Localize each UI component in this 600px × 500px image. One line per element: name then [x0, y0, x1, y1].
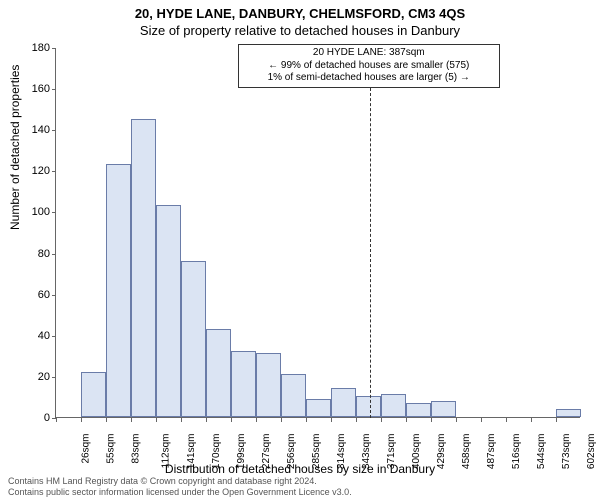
x-tick-mark: [281, 418, 282, 422]
x-tick-mark: [306, 418, 307, 422]
chart-title-sub: Size of property relative to detached ho…: [0, 21, 600, 42]
y-tick-mark: [52, 336, 56, 337]
y-tick-label: 20: [20, 371, 50, 383]
plot-area: 26sqm55sqm83sqm112sqm141sqm170sqm199sqm2…: [55, 48, 580, 418]
y-tick-label: 0: [20, 412, 50, 424]
x-tick-mark: [356, 418, 357, 422]
x-tick-mark: [406, 418, 407, 422]
histogram-bar: [206, 329, 231, 417]
y-tick-label: 180: [20, 42, 50, 54]
histogram-bar: [81, 372, 106, 417]
histogram-bar: [431, 401, 456, 417]
y-tick-mark: [52, 171, 56, 172]
y-tick-label: 120: [20, 165, 50, 177]
x-tick-mark: [56, 418, 57, 422]
y-tick-mark: [52, 295, 56, 296]
footer-attribution: Contains HM Land Registry data © Crown c…: [8, 476, 352, 498]
x-tick-mark: [256, 418, 257, 422]
x-tick-mark: [556, 418, 557, 422]
y-tick-label: 160: [20, 83, 50, 95]
x-tick-mark: [506, 418, 507, 422]
annotation-line-1: 20 HYDE LANE: 387sqm: [243, 47, 495, 60]
y-tick-label: 60: [20, 289, 50, 301]
histogram-bar: [106, 164, 131, 417]
y-tick-label: 100: [20, 206, 50, 218]
annotation-line-3: 1% of semi-detached houses are larger (5…: [243, 72, 495, 85]
x-tick-mark: [206, 418, 207, 422]
x-tick-mark: [231, 418, 232, 422]
chart-area: 26sqm55sqm83sqm112sqm141sqm170sqm199sqm2…: [55, 48, 580, 418]
x-tick-label: 26sqm: [81, 434, 92, 464]
y-tick-mark: [52, 254, 56, 255]
histogram-bar: [256, 353, 281, 417]
histogram-bar: [306, 399, 331, 418]
y-tick-mark: [52, 89, 56, 90]
annotation-line-2: ← 99% of detached houses are smaller (57…: [243, 60, 495, 73]
x-tick-mark: [381, 418, 382, 422]
y-tick-label: 40: [20, 330, 50, 342]
x-tick-mark: [481, 418, 482, 422]
y-tick-mark: [52, 377, 56, 378]
x-tick-mark: [131, 418, 132, 422]
x-tick-mark: [181, 418, 182, 422]
histogram-bar: [231, 351, 256, 417]
y-tick-mark: [52, 212, 56, 213]
x-tick-mark: [431, 418, 432, 422]
property-marker-line: [370, 83, 372, 418]
y-tick-label: 140: [20, 124, 50, 136]
x-axis-label: Distribution of detached houses by size …: [0, 462, 600, 476]
x-tick-label: 83sqm: [131, 434, 142, 464]
footer-line-2: Contains public sector information licen…: [8, 487, 352, 498]
histogram-bar: [381, 394, 406, 417]
y-tick-mark: [52, 130, 56, 131]
x-tick-mark: [106, 418, 107, 422]
histogram-bar: [181, 261, 206, 417]
histogram-bar: [406, 403, 431, 417]
y-tick-mark: [52, 48, 56, 49]
x-tick-mark: [331, 418, 332, 422]
histogram-bar: [556, 409, 581, 417]
x-tick-mark: [531, 418, 532, 422]
y-tick-label: 80: [20, 248, 50, 260]
footer-line-1: Contains HM Land Registry data © Crown c…: [8, 476, 352, 487]
histogram-bar: [281, 374, 306, 417]
x-tick-mark: [456, 418, 457, 422]
chart-title-main: 20, HYDE LANE, DANBURY, CHELMSFORD, CM3 …: [0, 0, 600, 21]
annotation-box: 20 HYDE LANE: 387sqm← 99% of detached ho…: [238, 44, 500, 88]
histogram-bar: [156, 205, 181, 417]
x-tick-mark: [156, 418, 157, 422]
x-tick-mark: [81, 418, 82, 422]
histogram-bar: [356, 396, 381, 417]
histogram-bar: [331, 388, 356, 417]
histogram-bar: [131, 119, 156, 417]
x-tick-label: 55sqm: [106, 434, 117, 464]
